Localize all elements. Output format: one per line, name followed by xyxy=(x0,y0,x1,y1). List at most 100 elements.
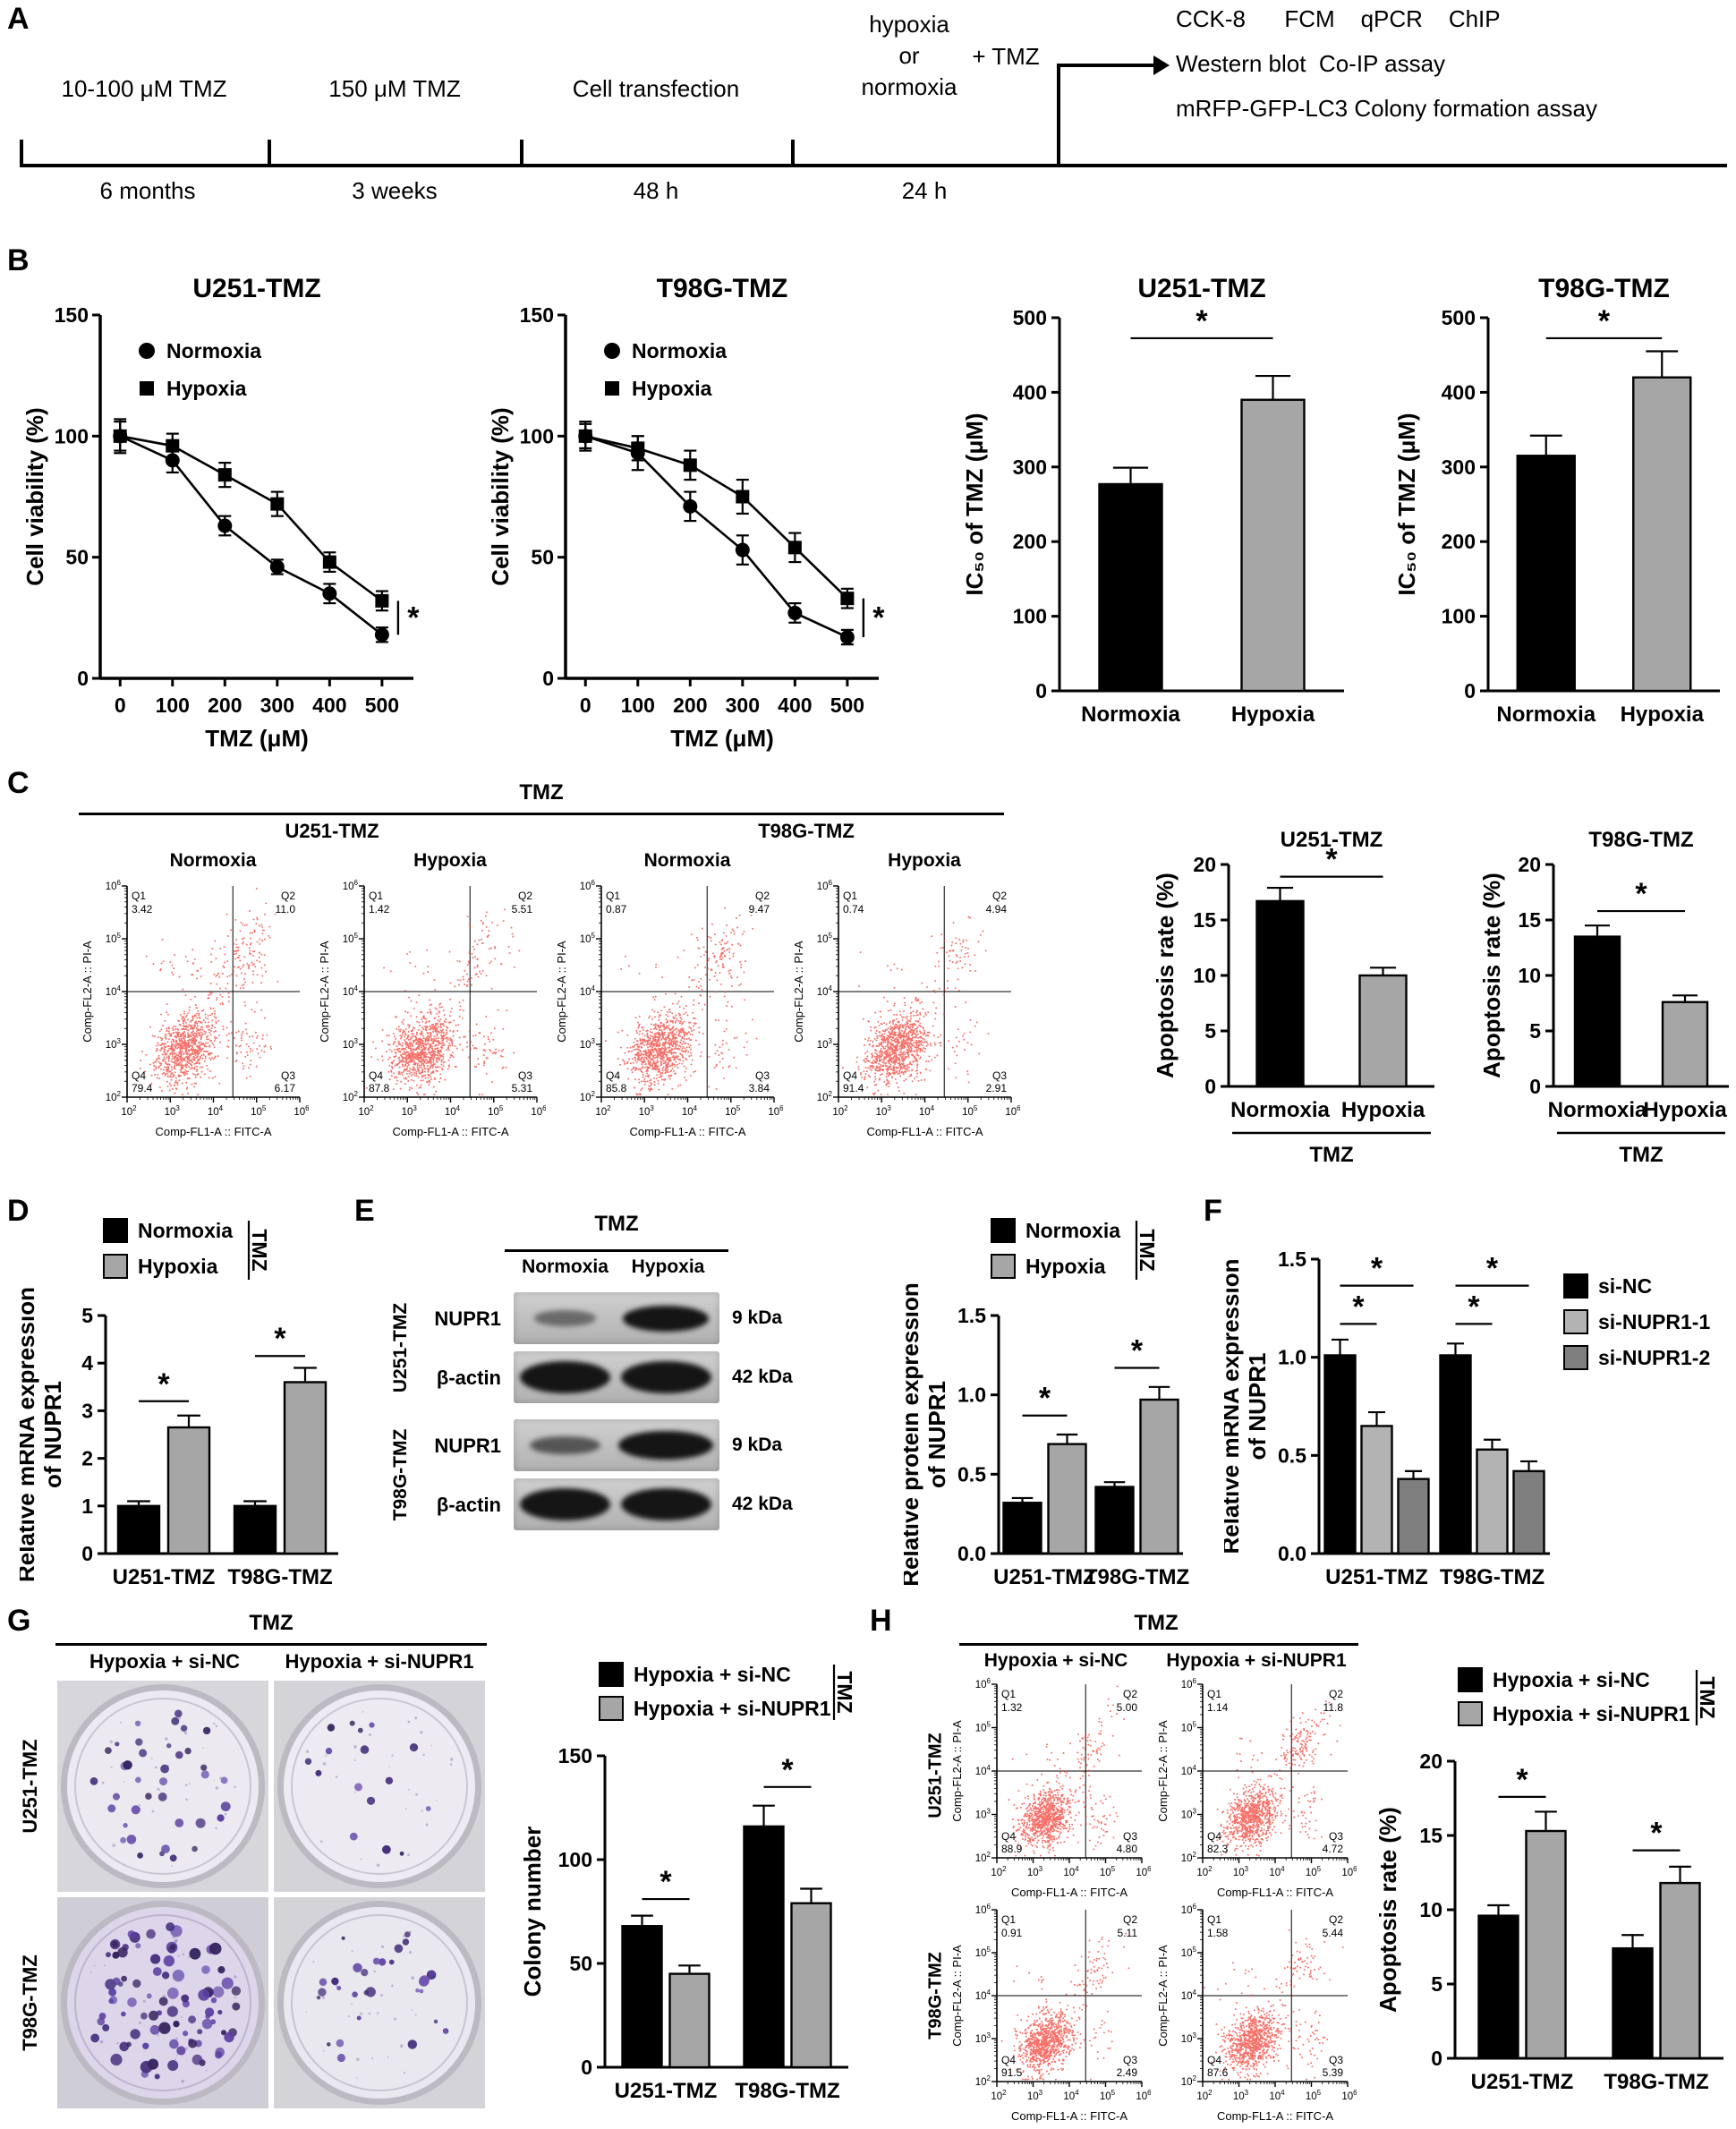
svg-text:103: 103 xyxy=(975,2031,991,2045)
svg-text:of NUPR1: of NUPR1 xyxy=(39,1381,66,1488)
svg-text:106: 106 xyxy=(294,1104,309,1118)
svg-text:106: 106 xyxy=(1341,1865,1357,1878)
legend: Normoxia Hypoxia xyxy=(604,339,727,400)
svg-text:104: 104 xyxy=(445,1104,461,1118)
panel-g-label: G xyxy=(7,1604,31,1638)
svg-text:104: 104 xyxy=(1181,1988,1197,2002)
flow-t98g-sinc: 102 102 103 103 104 104 105 105 106 106 Q1 0.91 Q2 5.… xyxy=(950,1903,1152,2125)
svg-text:Q3: Q3 xyxy=(755,1069,770,1082)
svg-text:9.47: 9.47 xyxy=(749,903,770,915)
svg-text:Comp-FL1-A :: FITC-A: Comp-FL1-A :: FITC-A xyxy=(866,1125,983,1138)
svg-text:106: 106 xyxy=(531,1104,546,1118)
assay-line-3: mRFP-GFP-LC3 Colony formation assay xyxy=(1176,95,1598,122)
svg-text:10: 10 xyxy=(1193,964,1216,987)
svg-text:si-NUPR1-1: si-NUPR1-1 xyxy=(1598,1310,1710,1333)
series xyxy=(113,418,389,643)
svg-text:0: 0 xyxy=(1035,679,1047,703)
blot-image xyxy=(514,1478,719,1530)
svg-text:100: 100 xyxy=(55,424,89,447)
svg-text:Q4: Q4 xyxy=(606,1069,620,1082)
g-tmz-header: TMZ xyxy=(249,1611,294,1635)
flow-t98g-normoxia: 102 102 103 103 104 104 105 105 106 106 Q1 0.87 Q2 9.… xyxy=(555,879,784,1140)
svg-text:U251-TMZ: U251-TMZ xyxy=(615,2079,718,2103)
svg-text:Q4: Q4 xyxy=(1207,2054,1221,2066)
timeline-arrowhead xyxy=(1153,55,1170,75)
svg-text:Comp-FL2-A :: PI-A: Comp-FL2-A :: PI-A xyxy=(792,941,805,1043)
bars: U251-TMZ T98G-TMZ xyxy=(1471,1810,1709,2094)
svg-text:Q3: Q3 xyxy=(1123,2054,1137,2066)
flow-points xyxy=(604,907,758,1096)
chart-ic50-t98g: T98G-TMZ 0 100 200 300 400 500 IC₅₀ of TMZ (μM)… xyxy=(1391,268,1736,761)
timeline-line xyxy=(20,164,1727,167)
phase2-treatment: 150 μM TMZ xyxy=(328,75,461,102)
svg-text:87.6: 87.6 xyxy=(1207,2066,1229,2079)
series xyxy=(578,420,855,646)
dish-surface xyxy=(67,1690,259,1882)
blot-group-label: U251-TMZ xyxy=(390,1302,411,1393)
G_dish_4-svg xyxy=(274,1897,485,2108)
svg-text:1: 1 xyxy=(81,1495,93,1518)
svg-text:Comp-FL2-A :: PI-A: Comp-FL2-A :: PI-A xyxy=(1156,1945,1170,2047)
c-cond-2: Hypoxia xyxy=(413,850,487,871)
svg-text:104: 104 xyxy=(1269,2089,1285,2102)
svg-text:3.84: 3.84 xyxy=(749,1082,770,1094)
G_dish_3-svg xyxy=(57,1897,268,2108)
svg-text:150: 150 xyxy=(520,303,554,327)
svg-text:103: 103 xyxy=(876,1104,892,1118)
blot-lane-header: Normoxia xyxy=(522,1256,608,1277)
svg-text:Comp-FL1-A :: FITC-A: Comp-FL1-A :: FITC-A xyxy=(1011,1886,1128,1899)
panel-d-label: D xyxy=(7,1194,30,1228)
svg-text:400: 400 xyxy=(1442,380,1476,404)
svg-text:Hypoxia + si-NUPR1: Hypoxia + si-NUPR1 xyxy=(634,1697,831,1720)
svg-text:5.51: 5.51 xyxy=(512,903,533,915)
svg-text:1.0: 1.0 xyxy=(957,1384,986,1407)
svg-text:4.80: 4.80 xyxy=(1117,1843,1138,1855)
flow-points xyxy=(139,887,279,1096)
svg-text:102: 102 xyxy=(817,1090,833,1103)
svg-text:Hypoxia + si-NUPR1: Hypoxia + si-NUPR1 xyxy=(1493,1702,1690,1725)
duration-2: 3 weeks xyxy=(352,177,438,204)
svg-text:0.74: 0.74 xyxy=(843,903,864,915)
svg-text:Q2: Q2 xyxy=(1123,1688,1137,1700)
svg-text:Comp-FL1-A :: FITC-A: Comp-FL1-A :: FITC-A xyxy=(1217,1886,1333,1899)
svg-text:15: 15 xyxy=(1419,1824,1442,1847)
svg-text:20: 20 xyxy=(1518,853,1541,876)
svg-text:*: * xyxy=(1352,1290,1365,1324)
svg-text:0: 0 xyxy=(77,667,89,690)
B_line_U251-svg: U251-TMZ 0 50 100 150 0 100 200 300 400 500 TMZ (μM… xyxy=(21,274,420,752)
svg-text:TMZ: TMZ xyxy=(833,1671,856,1713)
legend: Normoxia Hypoxia xyxy=(139,339,261,400)
svg-text:Q1: Q1 xyxy=(1001,1688,1016,1700)
svg-text:Q1: Q1 xyxy=(1001,1913,1016,1926)
svg-text:Q1: Q1 xyxy=(843,890,857,902)
bars: Normoxia Hypoxia xyxy=(1230,886,1425,1122)
svg-text:Hypoxia: Hypoxia xyxy=(632,377,712,400)
blot-image xyxy=(514,1292,719,1344)
svg-text:50: 50 xyxy=(569,1952,592,1975)
panel-b-label: B xyxy=(7,243,30,277)
svg-text:*: * xyxy=(1598,304,1611,338)
svg-text:87.8: 87.8 xyxy=(369,1082,390,1094)
svg-text:4: 4 xyxy=(81,1351,93,1375)
svg-text:105: 105 xyxy=(251,1104,267,1118)
svg-text:106: 106 xyxy=(975,1677,991,1690)
svg-text:105: 105 xyxy=(1100,2089,1116,2102)
g-row-t98g: T98G-TMZ xyxy=(19,1954,41,2051)
svg-text:106: 106 xyxy=(817,879,833,892)
svg-text:79.4: 79.4 xyxy=(132,1082,153,1094)
assay-line-2: Western blot Co-IP assay xyxy=(1176,50,1446,77)
svg-text:103: 103 xyxy=(1181,2031,1197,2045)
svg-text:103: 103 xyxy=(975,1808,991,1821)
duration-1: 6 months xyxy=(99,177,196,204)
svg-text:0: 0 xyxy=(1464,679,1476,703)
colonies xyxy=(304,1711,454,1868)
svg-text:*: * xyxy=(1371,1252,1383,1286)
svg-text:91.5: 91.5 xyxy=(1001,2066,1023,2079)
svg-text:103: 103 xyxy=(817,1037,833,1051)
svg-text:0: 0 xyxy=(115,694,126,717)
svg-text:U251-TMZ: U251-TMZ xyxy=(993,1565,1096,1589)
blot-tmz-underline xyxy=(505,1249,728,1252)
